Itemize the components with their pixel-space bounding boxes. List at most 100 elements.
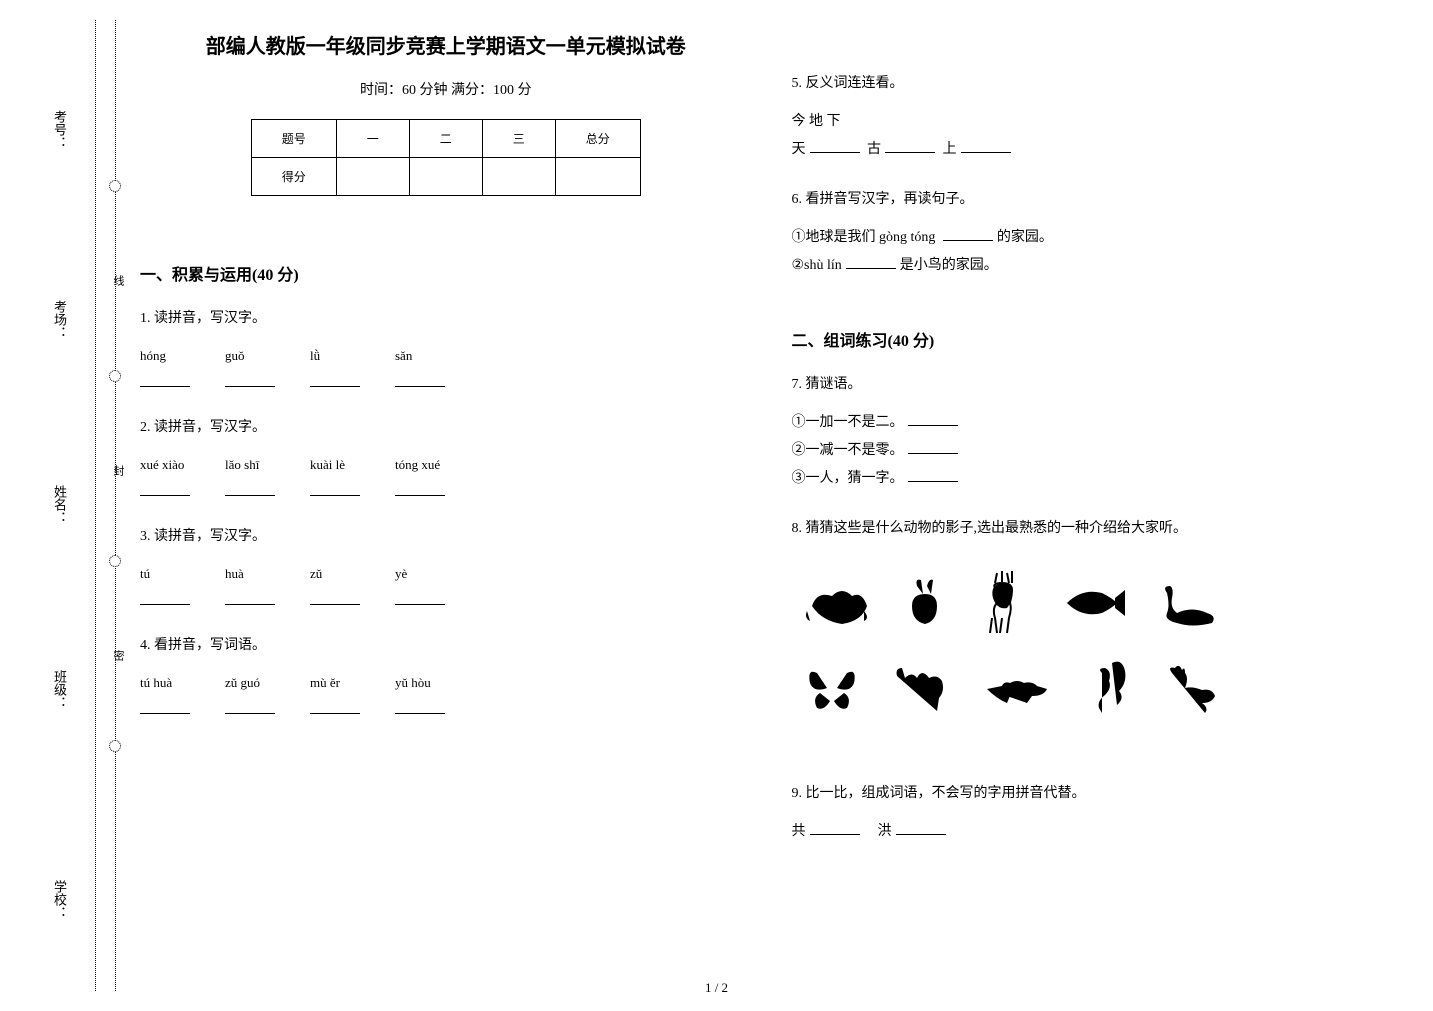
q7-item: ②一减一不是零。 bbox=[792, 437, 1404, 465]
pinyin: sǎn bbox=[395, 343, 412, 369]
blank bbox=[310, 478, 360, 496]
blank bbox=[140, 478, 190, 496]
blank bbox=[225, 696, 275, 714]
score-table: 题号 一 二 三 总分 得分 bbox=[251, 119, 641, 196]
exam-subtitle: 时间：60 分钟 满分：100 分 bbox=[140, 79, 752, 99]
binding-label-kaochang: 考场： bbox=[50, 300, 69, 339]
binding-label-xuexiao: 学校： bbox=[50, 880, 69, 919]
blank bbox=[896, 834, 946, 835]
q5-line1: 今 地 下 bbox=[792, 108, 1404, 136]
dot-circle bbox=[109, 740, 121, 752]
seal-label-feng: 封 bbox=[110, 465, 126, 476]
q8-label: 8. 猜猜这些是什么动物的影子,选出最熟悉的一种介绍给大家听。 bbox=[792, 515, 1404, 543]
blank bbox=[943, 240, 993, 241]
exam-title: 部编人教版一年级同步竞赛上学期语文一单元模拟试卷 bbox=[140, 30, 752, 59]
swan-shadow-icon bbox=[1152, 578, 1222, 628]
camel-shadow-icon bbox=[887, 656, 957, 716]
q5-label: 5. 反义词连连看。 bbox=[792, 70, 1404, 98]
question-3: 3. 读拼音，写汉字。 tú huà zǔ yè bbox=[140, 523, 752, 610]
q4-label: 4. 看拼音，写词语。 bbox=[140, 632, 752, 660]
binding-label-xingming: 姓名： bbox=[50, 485, 69, 524]
blank bbox=[908, 453, 958, 454]
pinyin: zǔ guó bbox=[225, 670, 260, 696]
score-header: 总分 bbox=[555, 120, 640, 158]
right-column: 5. 反义词连连看。 今 地 下 天 古 上 6. 看拼音写汉字，再读句子。 ①… bbox=[792, 30, 1404, 981]
butterfly-shadow-icon bbox=[802, 653, 862, 718]
blank bbox=[140, 587, 190, 605]
dot-circle bbox=[109, 370, 121, 382]
rooster-shadow-icon bbox=[1157, 658, 1222, 713]
q9-label: 9. 比一比，组成词语，不会写的字用拼音代替。 bbox=[792, 780, 1404, 808]
q7-item: ③一人，猜一字。 bbox=[792, 465, 1404, 493]
blank bbox=[395, 587, 445, 605]
q7-item: ①一加一不是二。 bbox=[792, 409, 1404, 437]
dot-circle bbox=[109, 555, 121, 567]
q2-label: 2. 读拼音，写汉字。 bbox=[140, 414, 752, 442]
binding-label-kaohao: 考号： bbox=[50, 110, 69, 149]
pinyin: hóng bbox=[140, 343, 166, 369]
blank bbox=[908, 481, 958, 482]
score-label: 得分 bbox=[251, 158, 336, 196]
q1-label: 1. 读拼音，写汉字。 bbox=[140, 305, 752, 333]
blank bbox=[810, 834, 860, 835]
score-cell bbox=[336, 158, 409, 196]
blank bbox=[810, 152, 860, 153]
q6-label: 6. 看拼音写汉字，再读句子。 bbox=[792, 186, 1404, 214]
squirrel-shadow-icon bbox=[1077, 653, 1132, 718]
q5-line2: 天 古 上 bbox=[792, 136, 1404, 164]
blank bbox=[846, 268, 896, 269]
pinyin: lǜ bbox=[310, 343, 320, 369]
pinyin: kuài lè bbox=[310, 452, 345, 478]
blank bbox=[140, 696, 190, 714]
blank bbox=[225, 369, 275, 387]
section2-title: 二、组词练习(40 分) bbox=[792, 327, 1404, 351]
question-1: 1. 读拼音，写汉字。 hóng guǒ lǜ sǎn bbox=[140, 305, 752, 392]
blank bbox=[310, 587, 360, 605]
question-6: 6. 看拼音写汉字，再读句子。 ①地球是我们 gòng tóng 的家园。 ②s… bbox=[792, 186, 1404, 280]
blank bbox=[908, 425, 958, 426]
score-cell bbox=[409, 158, 482, 196]
score-header: 二 bbox=[409, 120, 482, 158]
binding-dotted-line-1 bbox=[95, 20, 96, 991]
blank bbox=[310, 369, 360, 387]
question-7: 7. 猜谜语。 ①一加一不是二。 ②一减一不是零。 ③一人，猜一字。 bbox=[792, 371, 1404, 493]
blank bbox=[395, 478, 445, 496]
pinyin: zǔ bbox=[310, 561, 322, 587]
q3-label: 3. 读拼音，写汉字。 bbox=[140, 523, 752, 551]
question-4: 4. 看拼音，写词语。 tú huà zǔ guó mù ěr yǔ hòu bbox=[140, 632, 752, 719]
seal-label-mi: 密 bbox=[110, 650, 126, 661]
blank bbox=[395, 369, 445, 387]
question-5: 5. 反义词连连看。 今 地 下 天 古 上 bbox=[792, 70, 1404, 164]
q6-line1: ①地球是我们 gòng tóng 的家园。 bbox=[792, 224, 1404, 252]
deer-shadow-icon bbox=[977, 568, 1032, 638]
binding-label-banji: 班级： bbox=[50, 670, 69, 709]
dot-circle bbox=[109, 180, 121, 192]
question-9: 9. 比一比，组成词语，不会写的字用拼音代替。 共 洪 bbox=[792, 780, 1404, 846]
blank bbox=[225, 478, 275, 496]
score-cell bbox=[555, 158, 640, 196]
animal-shadows bbox=[792, 558, 1404, 743]
q7-label: 7. 猜谜语。 bbox=[792, 371, 1404, 399]
section1-title: 一、积累与运用(40 分) bbox=[140, 261, 752, 285]
pinyin: tú huà bbox=[140, 670, 172, 696]
score-header: 三 bbox=[482, 120, 555, 158]
question-8: 8. 猜猜这些是什么动物的影子,选出最熟悉的一种介绍给大家听。 bbox=[792, 515, 1404, 758]
score-header: 一 bbox=[336, 120, 409, 158]
score-cell bbox=[482, 158, 555, 196]
question-2: 2. 读拼音，写汉字。 xué xiào lǎo shī kuài lè tón… bbox=[140, 414, 752, 501]
pinyin: yǔ hòu bbox=[395, 670, 431, 696]
blank bbox=[961, 152, 1011, 153]
pinyin: tóng xué bbox=[395, 452, 440, 478]
blank bbox=[310, 696, 360, 714]
rabbit-shadow-icon bbox=[897, 576, 952, 631]
blank bbox=[140, 369, 190, 387]
pinyin: huà bbox=[225, 561, 244, 587]
pinyin: xué xiào bbox=[140, 452, 184, 478]
blank bbox=[885, 152, 935, 153]
score-header: 题号 bbox=[251, 120, 336, 158]
fish-shadow-icon bbox=[1057, 578, 1127, 628]
frog-shadow-icon bbox=[802, 576, 872, 631]
left-column: 部编人教版一年级同步竞赛上学期语文一单元模拟试卷 时间：60 分钟 满分：100… bbox=[140, 30, 752, 981]
pinyin: guǒ bbox=[225, 343, 245, 369]
blank bbox=[395, 696, 445, 714]
